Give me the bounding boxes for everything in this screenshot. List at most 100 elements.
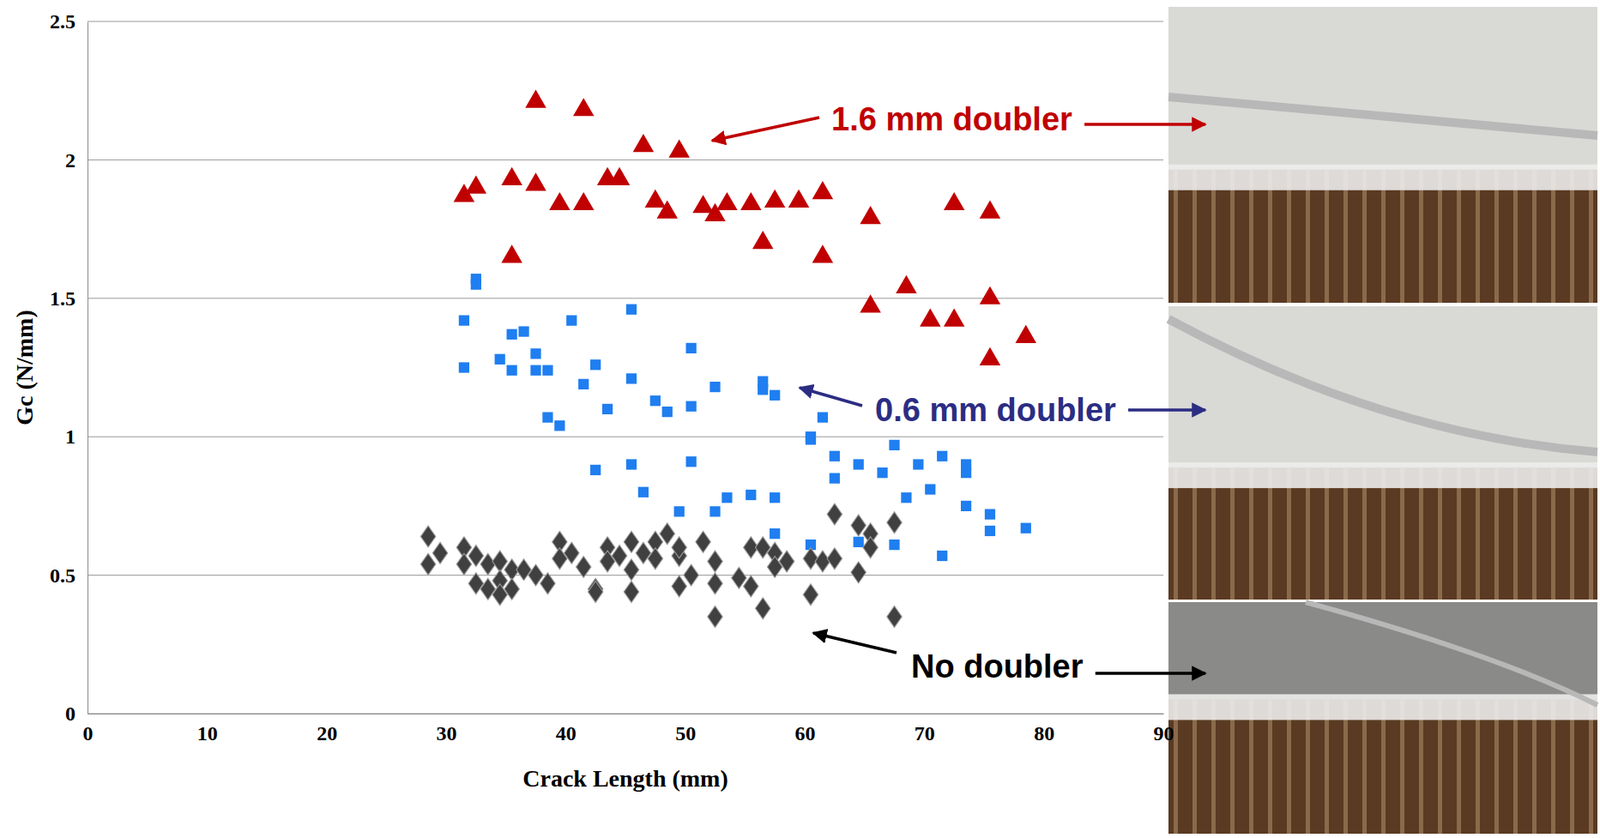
diamond-point — [540, 573, 556, 595]
triangle-point — [859, 205, 882, 224]
square-point — [888, 440, 900, 451]
square-point — [590, 359, 601, 370]
diamond-point — [623, 559, 639, 581]
y-tick: 1.5 — [49, 287, 88, 310]
diamond-point — [683, 564, 699, 586]
square-point — [470, 279, 482, 290]
photo — [1168, 602, 1598, 834]
triangle-point — [549, 192, 571, 211]
adhesive — [1168, 462, 1598, 489]
square-point — [960, 467, 972, 478]
square-point — [709, 506, 720, 517]
triangle-point — [465, 175, 488, 194]
square-point — [876, 467, 888, 478]
diamond-point — [671, 537, 687, 559]
series-2 — [420, 503, 902, 628]
triangle-point — [740, 192, 762, 211]
photo-panels — [1168, 6, 1598, 834]
photo — [1168, 6, 1598, 303]
diamond-point — [468, 573, 484, 595]
square-point — [662, 406, 673, 417]
y-axis: 0 0.5 1 1.5 2 2.5 — [49, 10, 89, 725]
annotation-label: 0.6 mm doubler — [875, 392, 1117, 429]
y-tick-label: 1 — [65, 425, 76, 448]
y-tick: 1 — [65, 425, 88, 448]
diamond-point — [827, 548, 842, 570]
square-point — [518, 326, 529, 337]
diamond-point — [754, 597, 770, 620]
diamond-point — [851, 561, 866, 584]
square-point — [888, 539, 900, 550]
diamond-point — [695, 531, 711, 553]
diamond-point — [803, 548, 818, 570]
annotation-arrow — [1084, 122, 1206, 127]
triangle-point — [525, 89, 547, 108]
triangle-point — [668, 139, 690, 158]
x-tick: 60 — [795, 713, 816, 745]
annotation-arrow — [712, 117, 820, 141]
annotation-label: 1.6 mm doubler — [831, 101, 1073, 138]
square-point — [626, 458, 637, 470]
square-point — [638, 487, 649, 498]
points — [420, 89, 1037, 628]
diamond-point — [754, 537, 770, 559]
triangle-point — [1015, 325, 1038, 344]
x-axis-title: Crack Length (mm) — [522, 765, 729, 792]
face-sheet — [1305, 602, 1598, 706]
diamond-point — [575, 555, 591, 578]
x-tick: 70 — [914, 713, 936, 745]
square-point — [602, 404, 613, 415]
diamond-point — [492, 584, 508, 606]
photo-background — [1168, 306, 1598, 600]
square-point — [566, 315, 577, 327]
diamond-point — [420, 553, 435, 575]
x-tick-label: 70 — [914, 722, 936, 745]
grid-line — [87, 436, 1164, 438]
diamond-point — [707, 573, 723, 595]
y-tick-label: 0 — [65, 702, 76, 725]
triangle-point — [525, 172, 547, 191]
diamond-point — [623, 580, 639, 603]
x-tick-label: 60 — [795, 722, 816, 745]
square-point — [495, 354, 506, 365]
triangle-point — [859, 294, 882, 313]
diamond-point — [707, 550, 723, 573]
adhesive — [1168, 164, 1598, 191]
diamond-point — [766, 555, 782, 578]
triangle-point — [943, 307, 966, 327]
x-axis-line — [88, 713, 1165, 715]
y-tick-label: 2.5 — [49, 10, 76, 33]
triangle-point — [979, 347, 1002, 366]
photo — [1168, 306, 1598, 600]
y-tick-label: 2 — [65, 149, 76, 172]
y-axis-title: Gc (N/mm) — [11, 309, 38, 426]
square-point — [686, 456, 697, 467]
square-point — [769, 528, 780, 539]
y-tick: 0.5 — [49, 564, 88, 587]
x-tick: 40 — [555, 713, 577, 745]
photo-background — [1168, 6, 1598, 303]
x-axis: 0102030405060708090 — [83, 713, 1175, 745]
x-tick-label: 30 — [436, 722, 458, 745]
diamond-point — [887, 606, 902, 628]
annotation-arrow — [1095, 671, 1206, 676]
square-point — [578, 379, 589, 390]
diamond-point — [815, 550, 830, 573]
triangle-point — [812, 181, 834, 200]
square-point — [960, 501, 972, 512]
square-point — [554, 420, 565, 431]
square-point — [458, 315, 470, 327]
square-point — [1020, 523, 1032, 534]
x-tick: 30 — [436, 713, 458, 745]
square-point — [458, 362, 470, 373]
x-tick-label: 40 — [555, 722, 577, 745]
square-point — [853, 458, 864, 470]
x-tick-label: 80 — [1033, 722, 1055, 745]
triangle-point — [501, 167, 523, 186]
square-point — [686, 343, 697, 354]
triangle-point — [573, 192, 595, 211]
square-point — [542, 365, 553, 376]
triangle-point — [633, 133, 655, 152]
square-point — [530, 348, 541, 359]
x-tick-label: 0 — [83, 722, 94, 745]
